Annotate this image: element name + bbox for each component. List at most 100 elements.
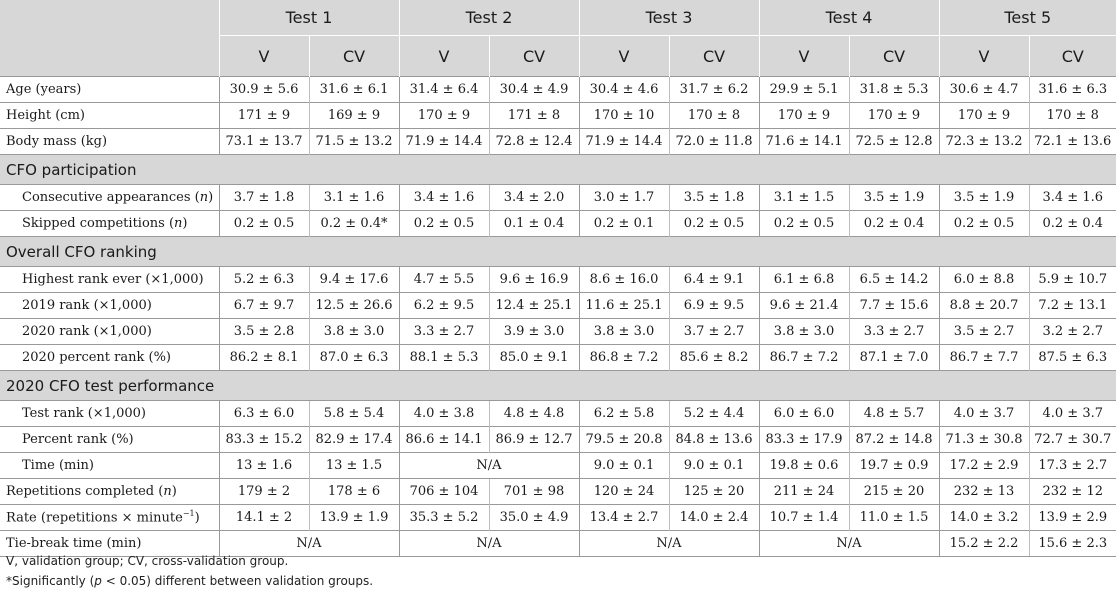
table-row: Skipped competitions (n) 0.2 ± 0.5 0.2 ± 0… <box>0 210 1116 237</box>
table-cell: 701 ± 98 <box>488 478 579 505</box>
table-cell: 10.7 ± 1.4 <box>758 504 849 531</box>
table-body: Age (years) 30.9 ± 5.6 31.6 ± 6.1 31.4 ± 6.… <box>0 76 1116 557</box>
table-cell: 71.5 ± 13.2 <box>308 128 399 155</box>
table-row: Highest rank ever (×1,000) 5.2 ± 6.3 9.4 ±… <box>0 266 1116 293</box>
table-cell: 0.2 ± 0.4* <box>308 210 399 237</box>
table-cell: 13.9 ± 2.9 <box>1028 504 1116 531</box>
table-cell: 3.4 ± 1.6 <box>1028 184 1116 211</box>
test-header: Test 3 <box>578 0 759 36</box>
table-cell: 5.8 ± 5.4 <box>308 400 399 427</box>
table-cell: 13 ± 1.5 <box>308 452 399 479</box>
table-cell: 30.6 ± 4.7 <box>938 76 1029 103</box>
table-cell: 0.2 ± 0.5 <box>668 210 759 237</box>
group-header: CV <box>1028 35 1116 77</box>
table-cell: 3.1 ± 1.6 <box>308 184 399 211</box>
table-cell: 13.4 ± 2.7 <box>578 504 669 531</box>
table-container: Test 1 Test 2 Test 3 Test 4 Test 5 V CV … <box>0 0 1116 557</box>
table-cell: 3.0 ± 1.7 <box>578 184 669 211</box>
table-row: Tie-break time (min) N/A N/A N/A N/A 15.2 ± 2… <box>0 530 1116 557</box>
table-cell: 14.1 ± 2 <box>218 504 309 531</box>
table-cell: 72.7 ± 30.7 <box>1028 426 1116 453</box>
table-row: Test rank (×1,000) 6.3 ± 6.0 5.8 ± 5.4 4.0 … <box>0 400 1116 427</box>
table-cell: 9.0 ± 0.1 <box>668 452 759 479</box>
table-cell: 171 ± 9 <box>218 102 309 129</box>
table-cell: 87.1 ± 7.0 <box>848 344 939 371</box>
group-header: V <box>938 35 1029 77</box>
table-cell: 3.9 ± 3.0 <box>488 318 579 345</box>
table-row: 2020 rank (×1,000) 3.5 ± 2.8 3.8 ± 3.0 3.3 … <box>0 318 1116 345</box>
footnote-abbreviations: V, validation group; CV, cross-validatio… <box>6 554 289 568</box>
table-cell: 3.3 ± 2.7 <box>398 318 489 345</box>
table-cell: 125 ± 20 <box>668 478 759 505</box>
row-label: Height (cm) <box>0 102 219 129</box>
section-title: CFO participation <box>0 154 1116 185</box>
row-label: Percent rank (%) <box>0 426 219 453</box>
group-header: CV <box>308 35 399 77</box>
table-cell: 9.4 ± 17.6 <box>308 266 399 293</box>
table-cell: 706 ± 104 <box>398 478 489 505</box>
table-cell: 0.2 ± 0.5 <box>938 210 1029 237</box>
header-corner <box>0 0 219 77</box>
table-cell: 6.2 ± 9.5 <box>398 292 489 319</box>
table-cell: 3.5 ± 1.9 <box>938 184 1029 211</box>
table-cell: 87.5 ± 6.3 <box>1028 344 1116 371</box>
table-cell: 171 ± 8 <box>488 102 579 129</box>
row-label: Repetitions completed (n) <box>0 478 219 505</box>
table-cell: 83.3 ± 15.2 <box>218 426 309 453</box>
table-cell: 0.2 ± 0.5 <box>758 210 849 237</box>
table-cell: 88.1 ± 5.3 <box>398 344 489 371</box>
table-cell: 86.6 ± 14.1 <box>398 426 489 453</box>
table-cell: 8.6 ± 16.0 <box>578 266 669 293</box>
table-cell: 170 ± 10 <box>578 102 669 129</box>
table-cell: 86.7 ± 7.7 <box>938 344 1029 371</box>
table-cell: 9.0 ± 0.1 <box>578 452 669 479</box>
table-row: Body mass (kg) 73.1 ± 13.7 71.5 ± 13.2 71.9… <box>0 128 1116 155</box>
table-cell: 179 ± 2 <box>218 478 309 505</box>
table-cell: 3.2 ± 2.7 <box>1028 318 1116 345</box>
table-cell: 0.2 ± 0.4 <box>1028 210 1116 237</box>
table-cell: 3.5 ± 2.7 <box>938 318 1029 345</box>
table-cell: 3.7 ± 2.7 <box>668 318 759 345</box>
table-cell: 170 ± 9 <box>398 102 489 129</box>
table-cell: 6.5 ± 14.2 <box>848 266 939 293</box>
table-cell: 86.7 ± 7.2 <box>758 344 849 371</box>
group-header: V <box>398 35 489 77</box>
test-header-row: Test 1 Test 2 Test 3 Test 4 Test 5 <box>0 0 1116 77</box>
table-cell: 6.0 ± 8.8 <box>938 266 1029 293</box>
row-label: Skipped competitions (n) <box>0 210 219 237</box>
section-title: Overall CFO ranking <box>0 236 1116 267</box>
table-cell: 0.2 ± 0.1 <box>578 210 669 237</box>
table-cell: 7.7 ± 15.6 <box>848 292 939 319</box>
table-cell: 31.7 ± 6.2 <box>668 76 759 103</box>
table-cell: 6.4 ± 9.1 <box>668 266 759 293</box>
table-cell: 0.2 ± 0.5 <box>398 210 489 237</box>
table-cell: 19.7 ± 0.9 <box>848 452 939 479</box>
footnote-significance: *Significantly (p < 0.05) different betw… <box>6 574 374 588</box>
table-cell: 87.0 ± 6.3 <box>308 344 399 371</box>
group-header: V <box>758 35 849 77</box>
table-row: Time (min) 13 ± 1.6 13 ± 1.5 N/A 9.0 ± 0.1 9.… <box>0 452 1116 479</box>
table-cell: 169 ± 9 <box>308 102 399 129</box>
test-header: Test 5 <box>938 0 1116 36</box>
table-cell: 215 ± 20 <box>848 478 939 505</box>
table-cell: 85.0 ± 9.1 <box>488 344 579 371</box>
table-cell: 71.9 ± 14.4 <box>578 128 669 155</box>
group-header: CV <box>848 35 939 77</box>
table-cell: 71.6 ± 14.1 <box>758 128 849 155</box>
test-header: Test 1 <box>218 0 399 36</box>
table-cell: N/A <box>218 530 399 557</box>
table-cell: 3.8 ± 3.0 <box>758 318 849 345</box>
table-cell: 178 ± 6 <box>308 478 399 505</box>
row-label: Time (min) <box>0 452 219 479</box>
group-header: V <box>218 35 309 77</box>
table-cell: 6.0 ± 6.0 <box>758 400 849 427</box>
table-cell: 87.2 ± 14.8 <box>848 426 939 453</box>
table-cell: 86.8 ± 7.2 <box>578 344 669 371</box>
group-header-row: V CV V CV V CV V CV V CV <box>0 35 1116 77</box>
table-cell: 3.1 ± 1.5 <box>758 184 849 211</box>
table-cell: 73.1 ± 13.7 <box>218 128 309 155</box>
table-cell: N/A <box>398 530 579 557</box>
table-cell: 7.2 ± 13.1 <box>1028 292 1116 319</box>
table-cell: 3.5 ± 1.9 <box>848 184 939 211</box>
